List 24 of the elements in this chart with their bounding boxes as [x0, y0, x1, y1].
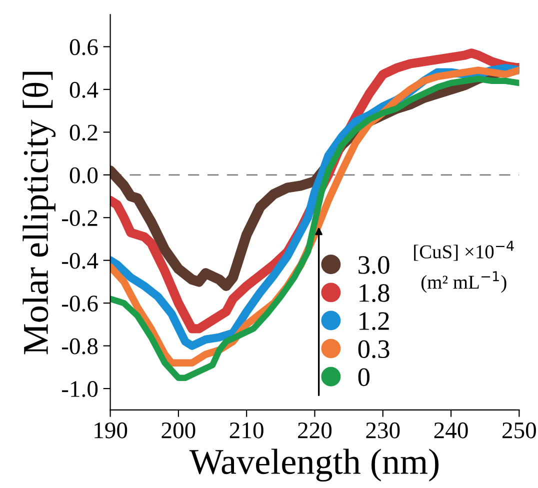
y-tick-label: -0.6	[62, 296, 98, 312]
legend-label: 1.2	[360, 312, 389, 330]
x-tick-label: 220	[298, 422, 332, 438]
x-tick-label: 230	[366, 422, 400, 438]
legend-label: 1.8	[360, 284, 390, 302]
y-tick-label: 0.0	[70, 167, 98, 184]
y-tick-label: 0.2	[70, 124, 98, 141]
y-tick-label: -0.8	[62, 338, 98, 354]
legend-label: 0	[358, 368, 370, 386]
x-axis-title: Wavelength (nm)	[189, 448, 439, 482]
x-tick-label: 240	[434, 422, 468, 438]
y-axis-title: Molar ellipticity [θ]	[22, 72, 56, 354]
x-tick-label: 190	[94, 422, 128, 438]
legend-label: 3.0	[358, 256, 390, 274]
y-tick-label: -0.2	[62, 210, 98, 226]
y-tick-label: -0.4	[62, 252, 98, 269]
text: [CuS] ×10$^{−4}$ (m² mL$^{−1}$)	[414, 240, 514, 293]
y-tick-label: 0.6	[70, 39, 98, 56]
x-tick-label: 210	[230, 422, 264, 438]
x-tick-label: 250	[502, 422, 536, 438]
y-tick-label: -1.0	[62, 381, 98, 398]
y-tick-label: 0.4	[70, 82, 98, 98]
x-tick-label: 200	[162, 422, 196, 438]
legend-label: 0.3	[358, 340, 390, 358]
